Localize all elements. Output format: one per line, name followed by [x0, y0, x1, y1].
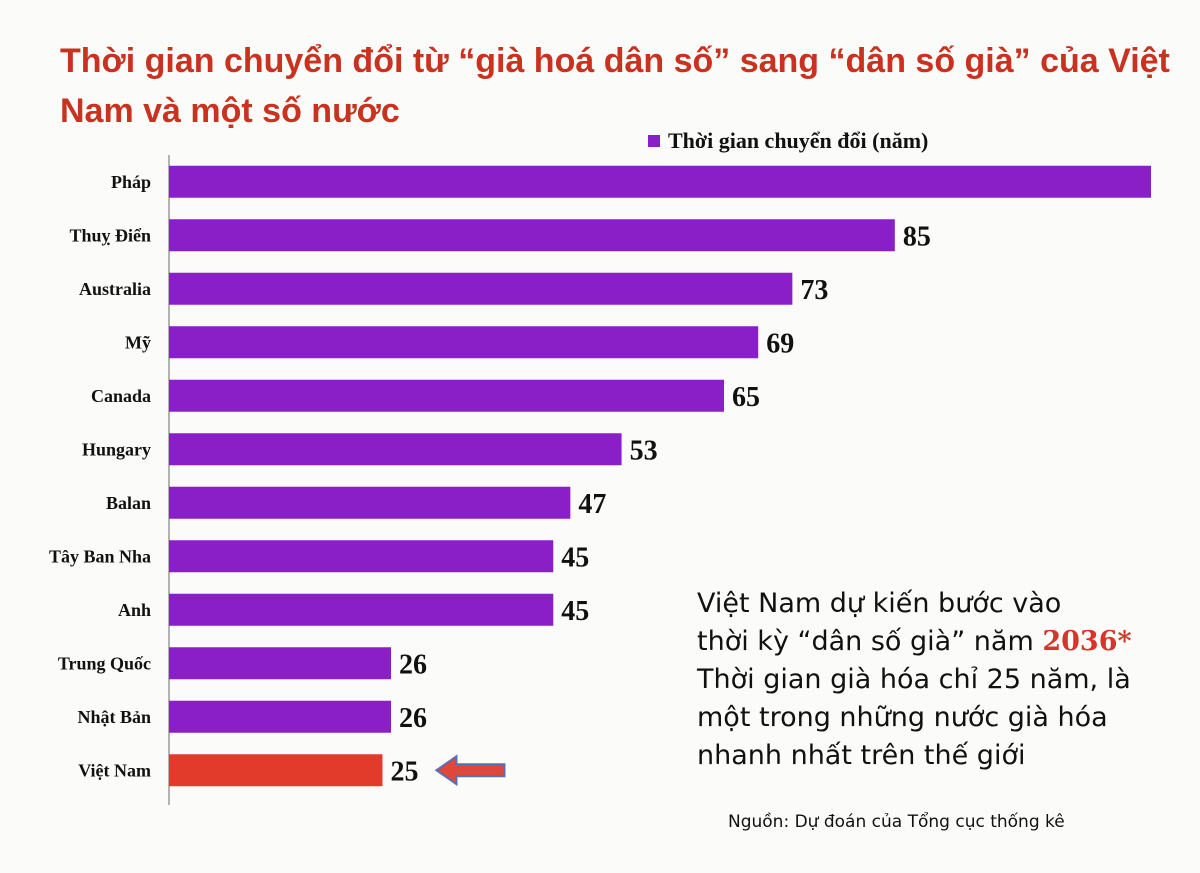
bar [169, 219, 895, 252]
category-label: Tây Ban Nha [49, 546, 151, 566]
legend-label: Thời gian chuyển đổi (năm) [668, 128, 929, 153]
highlight-arrow-icon [434, 754, 506, 787]
bar [169, 433, 622, 466]
data-label: 25 [390, 756, 418, 787]
category-label: Pháp [111, 172, 151, 192]
note-line-4: một trong những nước già hóa [697, 702, 1108, 733]
note-box: Việt Nam dự kiến bước vào thời kỳ “dân s… [697, 585, 1177, 775]
data-label: 73 [800, 275, 828, 306]
note-line-5: nhanh nhất trên thế giới [697, 740, 1026, 771]
category-label: Trung Quốc [58, 653, 151, 673]
category-label: Thuỵ Điển [69, 225, 151, 245]
note-line-2-text: thời kỳ “dân số già” năm [697, 626, 1043, 657]
note-line-2: thời kỳ “dân số già” năm 2036* [697, 623, 1177, 661]
legend-swatch [648, 135, 660, 147]
data-label: 26 [399, 703, 427, 734]
category-label: Mỹ [125, 332, 151, 352]
category-label: Anh [118, 600, 151, 620]
source-note: Nguồn: Dự đoán của Tổng cục thống kê [728, 812, 1065, 832]
bar [169, 700, 392, 733]
bar [169, 272, 793, 305]
data-label: 45 [561, 596, 589, 627]
category-label: Nhật Bản [77, 707, 151, 727]
data-label: 45 [561, 542, 589, 573]
bar [169, 486, 571, 519]
category-label: Việt Nam [78, 760, 151, 780]
data-label: 69 [766, 328, 794, 359]
data-label: 26 [399, 649, 427, 680]
bar [169, 540, 554, 573]
category-label: Australia [79, 279, 151, 299]
bar [169, 165, 1151, 198]
legend: Thời gian chuyển đổi (năm) [648, 128, 928, 154]
data-label: 53 [630, 435, 658, 466]
data-label: 65 [732, 382, 760, 413]
bar [169, 326, 759, 359]
category-label: Hungary [82, 439, 151, 459]
chart-title: Thời gian chuyển đổi từ “già hoá dân số”… [60, 42, 1170, 130]
category-label: Canada [91, 386, 151, 406]
data-label: 85 [903, 221, 931, 252]
note-line-1: Việt Nam dự kiến bước vào [697, 588, 1062, 619]
note-highlight-year: 2036* [1042, 626, 1132, 657]
bar [169, 593, 554, 626]
bar [169, 647, 392, 680]
bar [169, 379, 725, 412]
note-line-3: Thời gian già hóa chỉ 25 năm, là [697, 664, 1131, 695]
data-label: 47 [578, 489, 606, 520]
bar-highlight [169, 754, 383, 787]
category-label: Balan [106, 493, 151, 513]
